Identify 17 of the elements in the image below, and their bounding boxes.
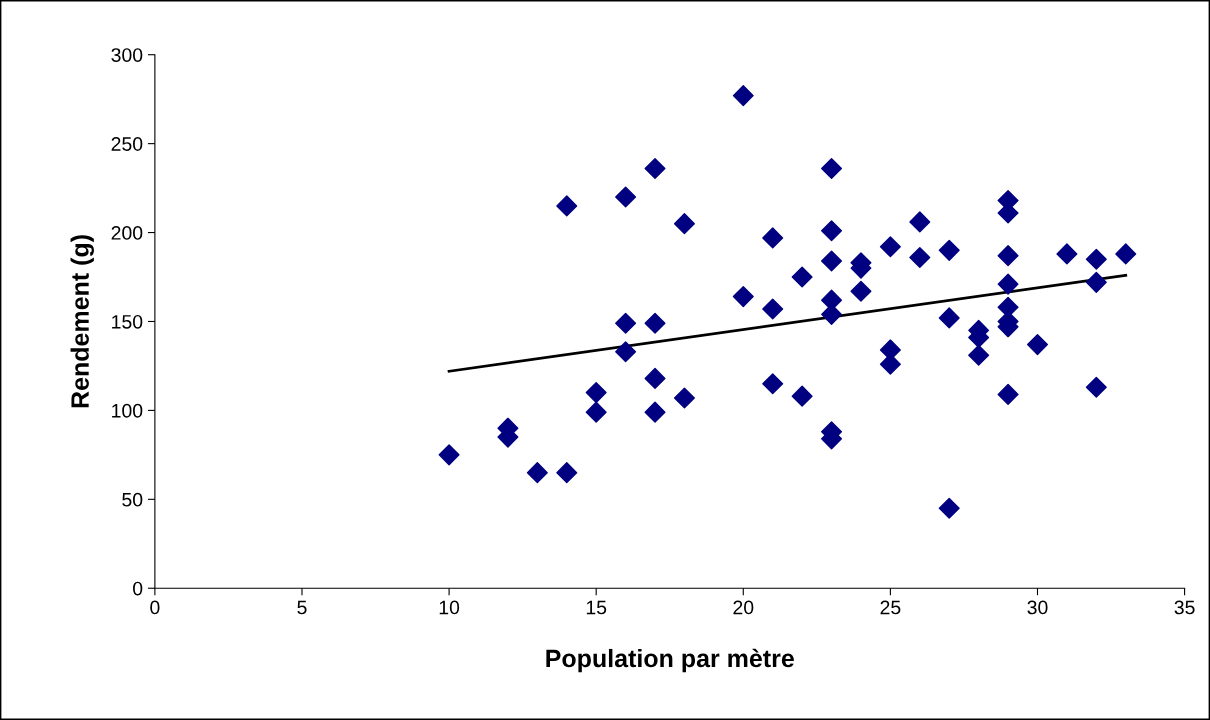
y-tick-label: 150 xyxy=(112,314,143,329)
x-tick-label: 15 xyxy=(586,600,607,615)
y-tick-label: 300 xyxy=(111,48,143,62)
x-tick-label: 35 xyxy=(1174,600,1195,615)
x-tick-label: 25 xyxy=(880,600,901,615)
y-tick-label: 100 xyxy=(112,403,143,418)
y-tick-label: 200 xyxy=(111,226,143,240)
y-tick-label: 250 xyxy=(111,137,143,151)
x-axis-title: Population par mètre xyxy=(546,648,794,673)
x-tick-label: 0 xyxy=(150,600,160,615)
y-tick-label: 50 xyxy=(122,492,143,507)
x-tick-label: 20 xyxy=(733,600,754,615)
x-tick-label: 30 xyxy=(1027,600,1048,615)
x-tick-label: 5 xyxy=(297,600,307,615)
y-axis-title: Rendement (g) xyxy=(70,235,94,408)
y-tick-label: 0 xyxy=(133,581,143,596)
x-tick-label: 10 xyxy=(439,600,460,615)
